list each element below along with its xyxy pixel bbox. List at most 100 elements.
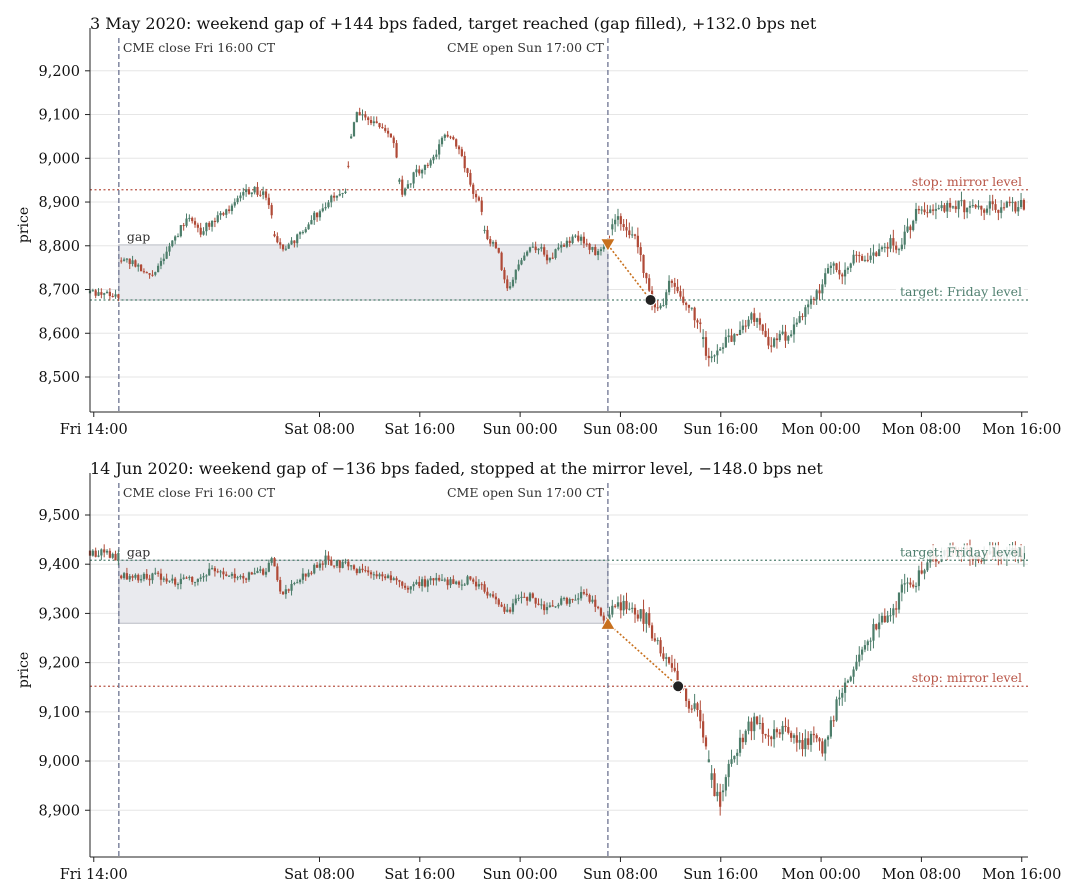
candle-body — [392, 578, 395, 581]
stop-label-background — [906, 174, 1024, 189]
candle-body — [565, 597, 568, 604]
x-tick-label: Mon 08:00 — [882, 867, 961, 883]
candle-body — [883, 246, 886, 248]
candle-body — [991, 201, 994, 205]
candle-body — [483, 229, 486, 231]
candle-body — [631, 607, 634, 609]
candle-body — [350, 136, 353, 139]
candle-body — [727, 763, 730, 778]
candle-body — [574, 235, 577, 237]
candle-body — [880, 247, 884, 250]
stop-level-label: stop: mirror level — [912, 174, 1022, 189]
candle-body — [912, 584, 915, 587]
candle-body — [866, 259, 869, 261]
candle-body — [426, 164, 429, 166]
candle-body — [185, 577, 188, 579]
candle-body — [327, 555, 330, 560]
candle-body — [494, 242, 498, 248]
candle-body — [139, 264, 143, 272]
candle-body — [866, 641, 869, 646]
candle-body — [1000, 207, 1003, 213]
candle-body — [273, 234, 276, 237]
candle-body — [599, 249, 603, 252]
candle-body — [858, 654, 861, 662]
candle-body — [554, 606, 557, 608]
candle-body — [335, 195, 339, 198]
candle-body — [528, 593, 532, 601]
candle-body — [702, 721, 705, 738]
candle-body — [500, 252, 503, 270]
candle-body — [276, 566, 279, 581]
candle-body — [767, 735, 770, 737]
candle-body — [372, 121, 375, 124]
candle-body — [860, 649, 864, 655]
candle-body — [304, 573, 307, 577]
candle-body — [770, 736, 773, 740]
candle-body — [900, 584, 903, 593]
candle-body — [597, 606, 600, 609]
candle-body — [792, 735, 796, 738]
candle-body — [406, 184, 410, 189]
candle-body — [386, 130, 390, 134]
candle-body — [449, 136, 452, 138]
candle-body — [676, 286, 679, 292]
candle-body — [537, 603, 540, 605]
candle-body — [645, 273, 648, 279]
candle-body — [730, 335, 733, 342]
candle-body — [398, 179, 401, 182]
candle-body — [395, 143, 398, 158]
candle-body — [157, 265, 160, 273]
candle-body — [724, 337, 727, 348]
gap-label: gap — [127, 229, 150, 244]
candle-body — [534, 597, 537, 604]
candle-body — [335, 560, 339, 566]
candle-body — [832, 720, 835, 722]
candle-body — [256, 186, 259, 195]
candle-body — [869, 640, 872, 642]
candle-body — [409, 586, 412, 590]
candle-body — [693, 703, 696, 709]
candle-body — [656, 640, 659, 642]
candle-body — [262, 569, 265, 575]
candle-body — [997, 209, 1000, 213]
y-tick-label: 8,600 — [38, 326, 80, 342]
candle-body — [594, 599, 597, 607]
candle-body — [622, 224, 625, 228]
candle-body — [239, 195, 242, 199]
candle-body — [920, 570, 923, 574]
candle-body — [293, 240, 296, 244]
x-tick-label: Sat 08:00 — [284, 422, 355, 438]
candle-body — [219, 213, 222, 216]
candle-body — [270, 205, 273, 216]
candle-body — [960, 200, 963, 202]
candle-body — [247, 572, 251, 580]
candle-body — [333, 195, 336, 198]
candle-body — [148, 273, 151, 275]
candle-body — [443, 579, 446, 581]
candle-body — [892, 238, 895, 246]
candle-body — [114, 294, 117, 297]
candle-body — [537, 248, 540, 251]
candle-body — [503, 269, 506, 280]
y-tick-label: 8,500 — [38, 370, 80, 386]
candle-body — [421, 170, 424, 174]
candle-body — [875, 252, 878, 257]
candle-body — [889, 615, 892, 617]
candle-body — [111, 553, 114, 558]
candle-body — [168, 246, 171, 252]
x-tick-label: Sun 00:00 — [483, 422, 558, 438]
candle-body — [176, 236, 180, 238]
candle-body — [415, 169, 418, 173]
candle-body — [770, 345, 773, 347]
candle-body — [687, 701, 691, 709]
candle-body — [980, 560, 983, 562]
candle-body — [509, 286, 512, 289]
candle-body — [321, 563, 324, 565]
candle-body — [656, 307, 659, 309]
candle-body — [117, 294, 120, 298]
candle-body — [480, 200, 483, 212]
candle-body — [100, 292, 103, 295]
candle-body — [900, 244, 903, 250]
candle-body — [196, 224, 199, 228]
candle-body — [781, 725, 784, 735]
